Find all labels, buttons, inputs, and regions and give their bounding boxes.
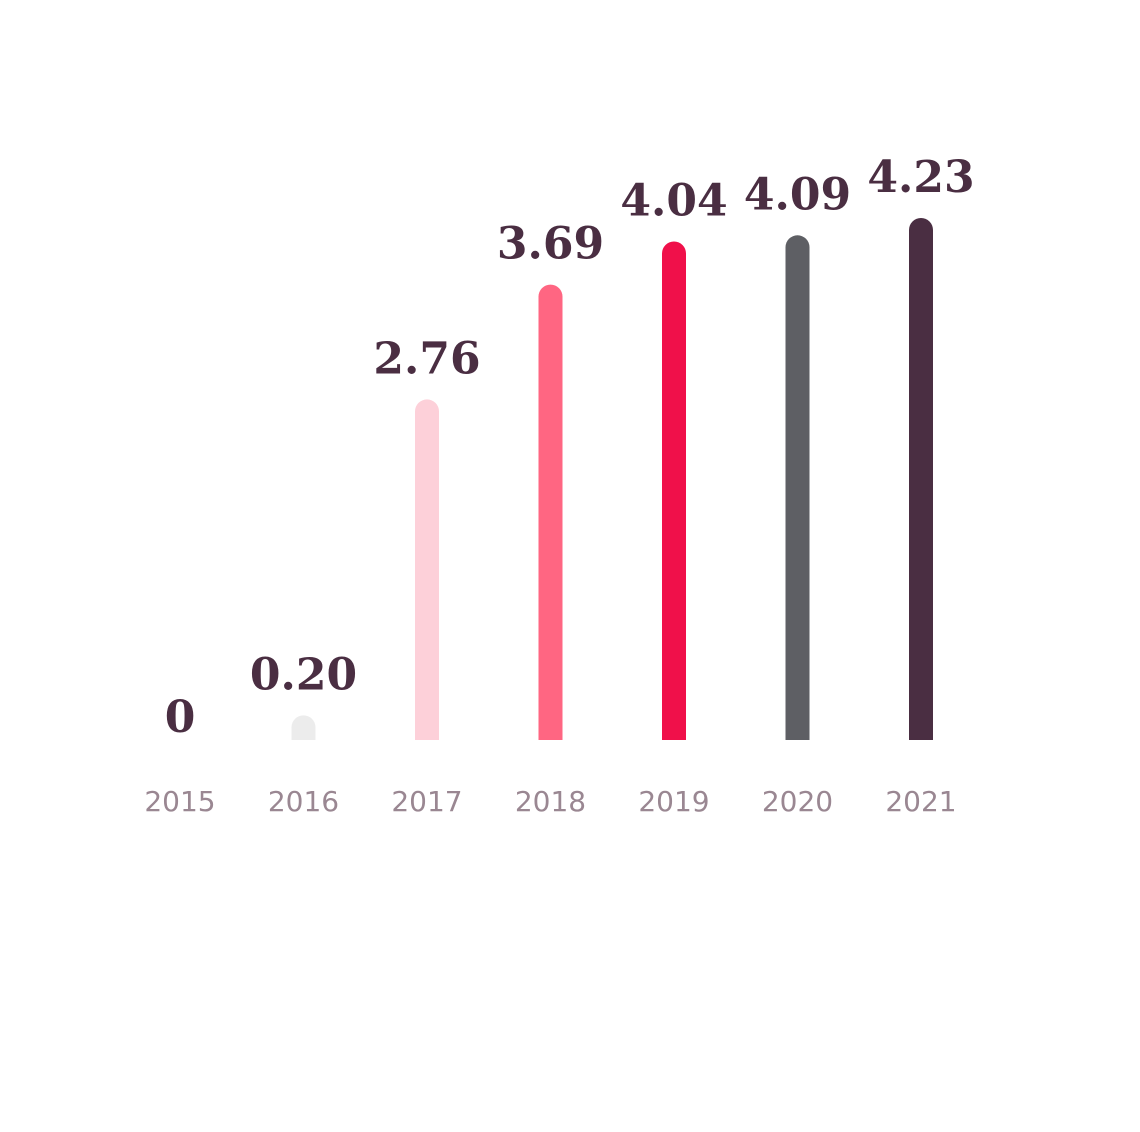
x-tick-label-2017: 2017 (391, 785, 462, 818)
bar-2021 (909, 218, 933, 740)
x-tick-label-2020: 2020 (762, 785, 833, 818)
value-label-2015: 0 (165, 692, 196, 743)
bar-2020 (785, 235, 810, 740)
x-tick-label-2018: 2018 (515, 785, 586, 818)
x-tick-label-2019: 2019 (638, 785, 709, 818)
bar-2017 (415, 399, 439, 740)
bar-2019 (662, 241, 686, 740)
year-labels-layer: 2015 2016 2017 2018 2019 2020 2021 (144, 785, 956, 818)
bars-layer (291, 218, 933, 740)
value-labels-layer: 0 0.20 2.76 3.69 4.04 4.09 4.23 (165, 152, 975, 743)
value-label-2016: 0.20 (250, 649, 357, 700)
value-label-2018: 3.69 (497, 219, 604, 270)
x-tick-label-2016: 2016 (268, 785, 339, 818)
bar-2018 (538, 284, 563, 740)
value-label-2019: 4.04 (620, 175, 727, 226)
bar-2016 (291, 715, 316, 740)
value-label-2017: 2.76 (373, 333, 480, 384)
x-tick-label-2015: 2015 (144, 785, 215, 818)
value-label-2021: 4.23 (867, 152, 974, 203)
value-label-2020: 4.09 (744, 169, 851, 220)
x-tick-label-2021: 2021 (885, 785, 956, 818)
